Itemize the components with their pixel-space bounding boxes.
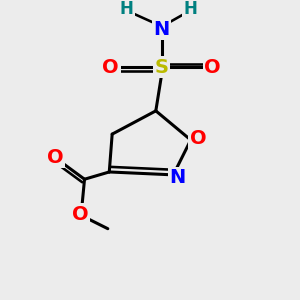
Text: O: O xyxy=(72,205,88,224)
Text: N: N xyxy=(169,168,186,187)
Text: O: O xyxy=(204,58,221,77)
Text: S: S xyxy=(154,58,169,77)
Text: N: N xyxy=(154,20,170,39)
Text: O: O xyxy=(190,129,206,148)
Text: H: H xyxy=(120,0,134,18)
Text: O: O xyxy=(102,58,119,77)
Text: H: H xyxy=(184,0,198,18)
Text: O: O xyxy=(47,148,64,167)
